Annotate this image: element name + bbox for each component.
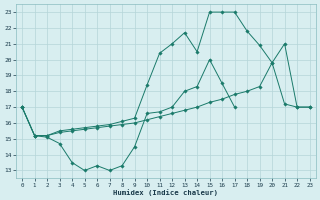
X-axis label: Humidex (Indice chaleur): Humidex (Indice chaleur) <box>113 189 218 196</box>
